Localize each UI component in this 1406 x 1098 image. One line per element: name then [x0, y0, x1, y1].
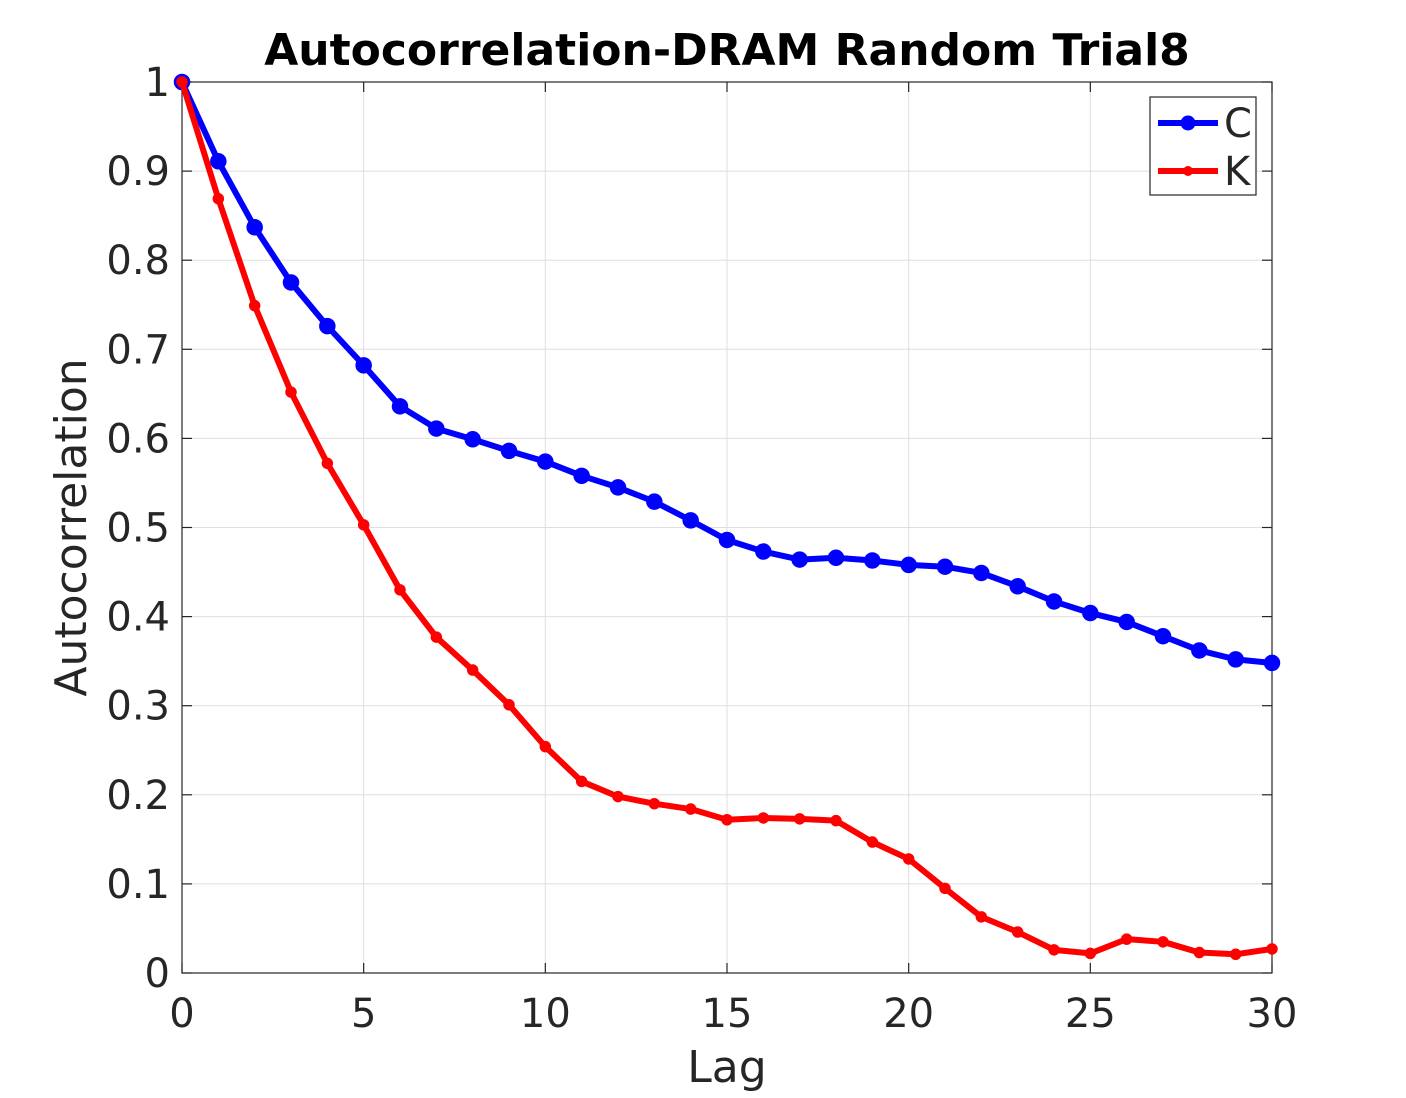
data-point: [246, 218, 263, 236]
data-point: [212, 192, 225, 205]
data-point: [902, 853, 915, 865]
y-tick-label: 1: [145, 60, 170, 106]
data-point: [466, 664, 479, 676]
data-point: [721, 813, 733, 826]
data-point: [285, 386, 297, 398]
data-point: [682, 512, 699, 529]
data-point: [939, 882, 951, 895]
data-point: [210, 153, 227, 170]
data-point: [575, 775, 588, 788]
data-point: [539, 740, 552, 753]
data-point: [791, 551, 808, 568]
legend-entry-K: K: [1158, 149, 1252, 195]
data-point: [357, 519, 370, 531]
legend-marker: [1180, 115, 1196, 131]
data-point: [394, 584, 406, 596]
data-point: [1084, 947, 1097, 960]
data-point: [355, 357, 372, 374]
series-lines: [173, 73, 1281, 961]
data-point: [1011, 926, 1024, 938]
x-tick-label: 10: [520, 991, 571, 1037]
data-point: [612, 790, 624, 803]
data-point: [936, 558, 954, 575]
data-point: [1227, 651, 1244, 668]
data-point: [248, 299, 261, 312]
axes: [181, 81, 1273, 974]
legend-entry-C: C: [1158, 101, 1252, 147]
data-point: [176, 76, 188, 88]
y-tick-label: 0.7: [106, 327, 170, 373]
x-tick-label: 15: [702, 991, 753, 1037]
data-point: [1009, 578, 1026, 595]
data-point: [1157, 936, 1169, 948]
legend-label: K: [1224, 149, 1252, 195]
data-point: [391, 398, 409, 415]
data-point: [830, 814, 842, 827]
data-point: [430, 631, 443, 643]
data-point: [646, 493, 663, 510]
data-point: [755, 543, 772, 560]
y-tick-label: 0.3: [106, 684, 170, 730]
data-point: [900, 556, 917, 574]
legend-label: C: [1224, 101, 1252, 147]
data-point: [1191, 642, 1208, 659]
data-point: [793, 813, 806, 825]
y-axis-label: Autocorrelation: [46, 358, 97, 696]
data-point: [428, 420, 445, 437]
data-point: [1048, 944, 1060, 956]
data-point: [975, 911, 988, 923]
data-point: [609, 479, 627, 496]
data-point: [1045, 593, 1063, 610]
x-tick-label: 20: [883, 991, 934, 1037]
chart-title: Autocorrelation-DRAM Random Trial8: [264, 25, 1190, 76]
legend-marker: [1183, 166, 1193, 176]
data-point: [1082, 604, 1099, 622]
data-point: [500, 442, 518, 460]
data-point: [464, 431, 481, 448]
legend-box: [1149, 96, 1257, 196]
data-point: [321, 457, 334, 470]
y-tick-label: 0.4: [106, 595, 170, 641]
data-point: [573, 467, 590, 485]
data-point: [1263, 654, 1281, 672]
y-tick-label: 0.1: [106, 862, 170, 908]
data-point: [1229, 948, 1242, 961]
data-point: [866, 836, 879, 848]
y-tick-label: 0.6: [106, 416, 170, 462]
data-point: [1118, 613, 1135, 631]
y-tick-label: 0.5: [106, 506, 170, 552]
data-point: [537, 453, 554, 470]
data-point: [1120, 933, 1133, 945]
y-tick-label: 0.8: [106, 238, 170, 284]
data-point: [648, 797, 661, 810]
y-tick-label: 0.9: [106, 149, 170, 195]
tick-labels: 0 5 10 15 20 25 30 0 0.1 0.2 0.3 0.4 0.5 0.6 0.7 0.8 0.9…: [106, 60, 1297, 1037]
data-point: [282, 274, 300, 291]
y-tick-label: 0: [145, 951, 170, 997]
x-tick-label: 25: [1065, 991, 1116, 1037]
data-point: [973, 564, 990, 582]
legend: CK: [1149, 96, 1257, 196]
data-point: [1154, 627, 1172, 645]
data-point: [684, 803, 697, 815]
data-point: [757, 812, 770, 824]
y-tick-label: 0.2: [106, 773, 170, 819]
x-tick-label: 0: [169, 991, 194, 1037]
data-point: [718, 531, 736, 549]
axes-box: [181, 81, 1273, 974]
data-point: [1266, 943, 1278, 955]
data-point: [864, 552, 881, 569]
x-tick-label: 5: [351, 991, 376, 1037]
series-C: [173, 73, 1281, 672]
data-point: [1193, 946, 1206, 959]
data-point: [319, 317, 336, 335]
data-point: [827, 549, 845, 567]
x-tick-label: 30: [1247, 991, 1298, 1037]
data-point: [503, 699, 515, 711]
x-axis-label: Lag: [687, 1042, 766, 1093]
series-K: [176, 76, 1278, 961]
